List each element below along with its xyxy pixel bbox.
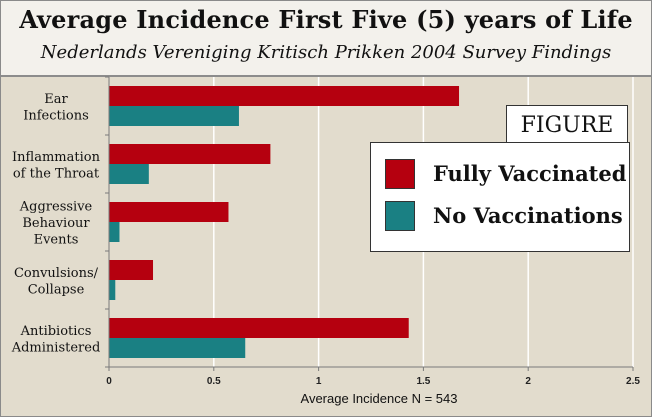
category-label-4: Antibiotics Administered xyxy=(11,324,101,356)
category-label-line: Aggressive xyxy=(19,200,93,215)
category-label-line: Inflammation xyxy=(12,150,101,165)
category-label-line: Antibiotics xyxy=(20,324,92,339)
chart-subtitle: Nederlands Vereniging Kritisch Prikken 2… xyxy=(40,42,612,63)
x-tick-label-0: 0 xyxy=(106,376,112,387)
category-label-3: Convulsions/Collapse xyxy=(14,266,99,298)
category-label-line: Behaviour xyxy=(22,216,90,231)
x-tick-label-2: 1 xyxy=(316,376,322,387)
legend-item-unvaccinated: No Vaccinations xyxy=(385,201,625,233)
bar-vaccinated-2 xyxy=(109,202,229,222)
bar-vaccinated-0 xyxy=(109,86,460,106)
category-label-2: Aggressive Behaviour Events xyxy=(19,200,93,248)
category-label-line: of the Throat xyxy=(13,166,100,181)
legend-label-vaccinated: Fully Vaccinated xyxy=(433,161,627,186)
category-label-line: Administered xyxy=(11,340,101,355)
x-axis-label: Average Incidence N = 543 xyxy=(301,391,458,406)
legend-swatch-vaccinated xyxy=(385,159,415,189)
legend-label-unvaccinated: No Vaccinations xyxy=(433,203,623,228)
bar-unvaccinated-0 xyxy=(109,106,239,126)
bars xyxy=(109,86,460,358)
category-label-line: Ear xyxy=(44,92,68,107)
legend-swatch-unvaccinated xyxy=(385,201,415,231)
axes xyxy=(105,76,634,371)
legend-item-vaccinated: Fully Vaccinated xyxy=(385,159,627,191)
category-label-line: Infections xyxy=(23,108,89,123)
title-box: Average Incidence First Five (5) years o… xyxy=(1,1,651,77)
x-tick-label-1: 0.5 xyxy=(207,376,221,387)
category-label-line: Collapse xyxy=(28,282,85,297)
bar-vaccinated-1 xyxy=(109,144,271,164)
figure-label: FIGURE 29 xyxy=(506,105,628,178)
category-label-line: Events xyxy=(34,233,79,248)
x-tick-label-3: 1.5 xyxy=(416,376,430,387)
bar-vaccinated-3 xyxy=(109,260,154,280)
bar-vaccinated-4 xyxy=(109,318,409,338)
category-label-0: Ear Infections xyxy=(23,92,89,124)
chart-title: Average Incidence First Five (5) years o… xyxy=(19,5,633,34)
category-label-line: Convulsions/ xyxy=(14,266,99,281)
labels: 0 0.5 1 1.5 2 2.5 Average Incidence N = 543 Ear… xyxy=(11,92,641,406)
x-tick-label-5: 2.5 xyxy=(626,376,640,387)
category-label-1: Inflammation of the Throat xyxy=(12,150,101,182)
x-tick-label-4: 2 xyxy=(525,376,531,387)
bar-unvaccinated-3 xyxy=(109,280,116,300)
bar-unvaccinated-1 xyxy=(109,164,149,184)
bar-unvaccinated-2 xyxy=(109,222,120,242)
bar-unvaccinated-4 xyxy=(109,338,246,358)
legend: Fully Vaccinated No Vaccinations xyxy=(370,142,630,252)
